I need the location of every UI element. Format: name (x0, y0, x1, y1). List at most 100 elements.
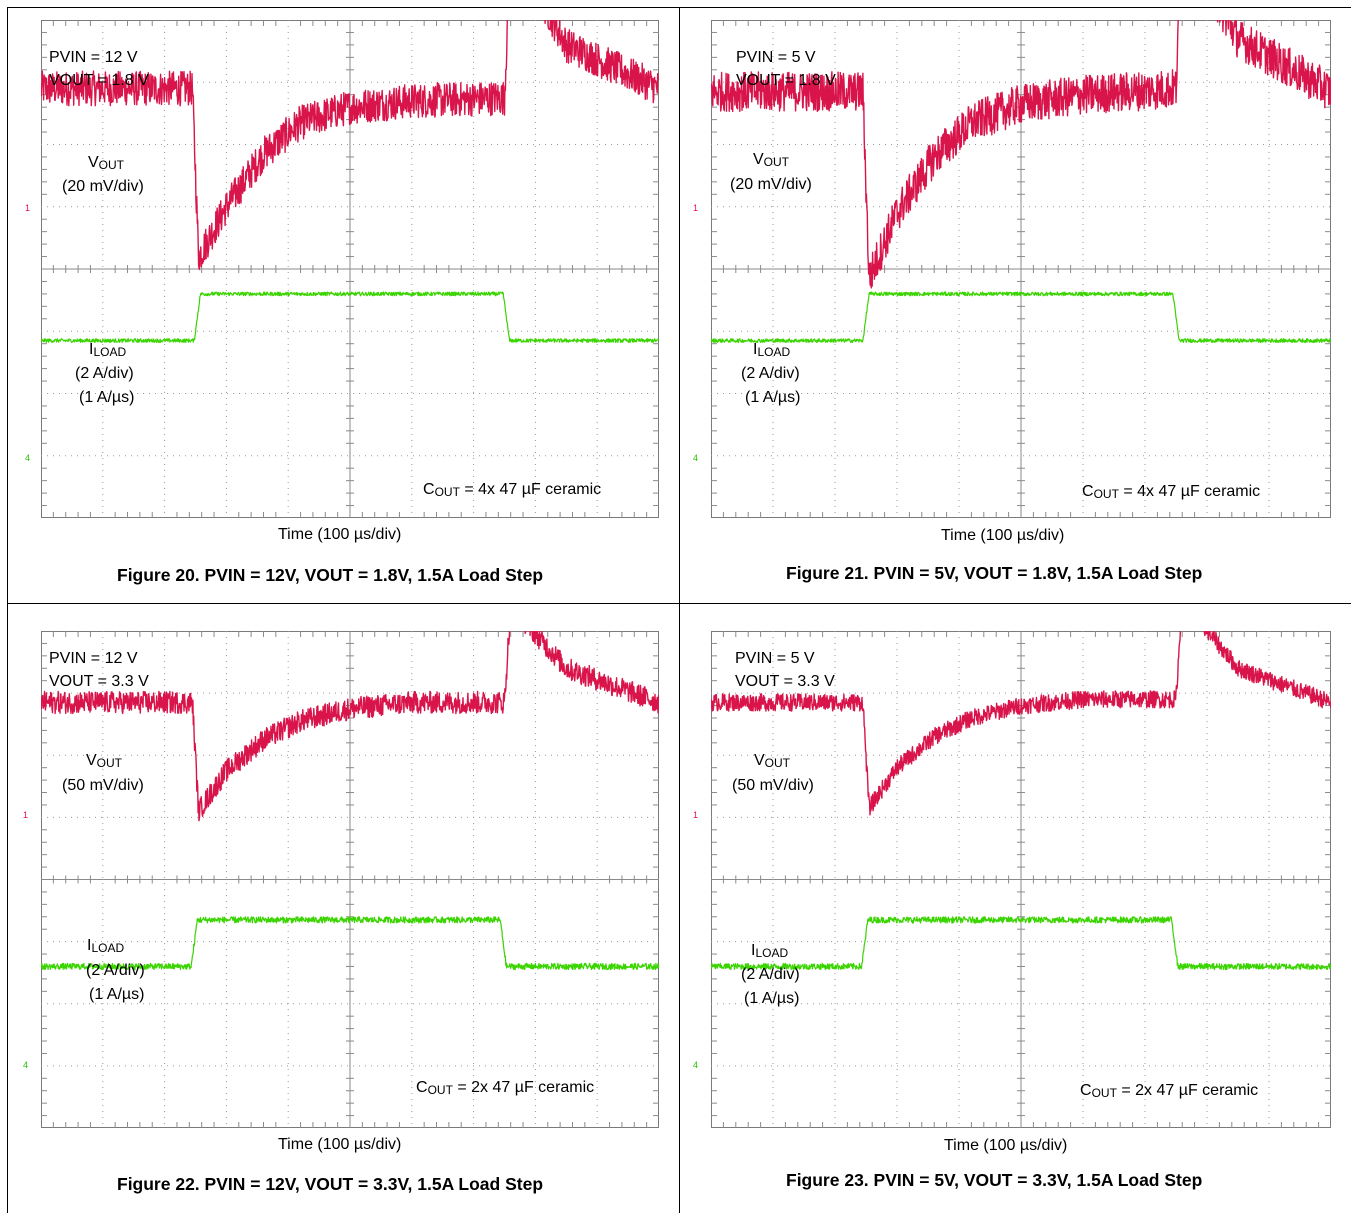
iload-scale-label: (2 A/div) (86, 962, 145, 979)
figure-21-plot (711, 20, 1331, 518)
vout-label-sub: OUT (763, 155, 790, 169)
figure-22-plot (41, 631, 659, 1128)
condition-vout: VOUT = 1.8 V (49, 72, 149, 89)
channel-4-marker: 4 (693, 453, 699, 463)
vout-label-main: V (753, 151, 764, 168)
figure-23-panel: PVIN = 5 V VOUT = 3.3 V VOUT (50 mV/div)… (679, 604, 1351, 1200)
cout-pre: C (1082, 483, 1094, 500)
iload-slew-label: (1 A/µs) (745, 389, 801, 406)
iload-series-label: ILOAD (87, 936, 124, 958)
channel-4-marker: 4 (23, 1060, 29, 1070)
iload-label-main: I (87, 937, 92, 954)
condition-pvin: PVIN = 5 V (735, 650, 815, 667)
iload-label-sub: LOAD (93, 345, 127, 359)
iload-trace (711, 916, 1331, 971)
iload-slew-label: (1 A/µs) (744, 990, 800, 1007)
iload-label-main: I (89, 341, 94, 358)
vout-trace (41, 631, 659, 822)
cout-sub: OUT (427, 1083, 453, 1097)
condition-pvin: PVIN = 12 V (49, 49, 138, 66)
graticule-grid (711, 631, 1331, 1128)
cout-sub: OUT (434, 485, 460, 499)
cout-annotation: COUT = 2x 47 µF ceramic (416, 1078, 594, 1100)
figure-20-panel: PVIN = 12 V VOUT = 1.8 V VOUT (20 mV/div… (7, 7, 679, 603)
vout-series-label: VOUT (88, 153, 124, 175)
condition-vout: VOUT = 1.8 V (736, 72, 836, 89)
figure-21-scope: PVIN = 5 V VOUT = 1.8 V VOUT (20 mV/div)… (711, 20, 1331, 518)
iload-slew-label: (1 A/µs) (79, 389, 135, 406)
channel-1-marker: 1 (693, 810, 699, 820)
cout-pre: C (1080, 1082, 1092, 1099)
cout-annotation: COUT = 4x 47 µF ceramic (423, 480, 601, 502)
condition-vout: VOUT = 3.3 V (735, 673, 835, 690)
vout-label-sub: OUT (96, 756, 123, 770)
iload-label-sub: LOAD (757, 345, 791, 359)
vout-trace (711, 20, 1331, 289)
iload-series-label: ILOAD (89, 340, 126, 362)
vout-label-sub: OUT (764, 756, 791, 770)
cout-post: = 2x 47 µF ceramic (1116, 1082, 1259, 1099)
figure-20-plot (41, 20, 659, 518)
iload-scale-label: (2 A/div) (75, 365, 134, 382)
condition-pvin: PVIN = 5 V (736, 49, 816, 66)
vout-scale-label: (20 mV/div) (730, 176, 812, 193)
x-axis-label: Time (100 µs/div) (944, 1137, 1068, 1154)
figure-22-scope: PVIN = 12 V VOUT = 3.3 V VOUT (50 mV/div… (41, 631, 659, 1128)
cout-post: = 4x 47 µF ceramic (459, 481, 602, 498)
iload-label-sub: LOAD (91, 941, 125, 955)
vout-series-label: VOUT (86, 751, 122, 773)
iload-scale-label: (2 A/div) (741, 966, 800, 983)
cout-pre: C (423, 481, 435, 498)
figure-23-scope: PVIN = 5 V VOUT = 3.3 V VOUT (50 mV/div)… (711, 631, 1331, 1128)
figure-caption: Figure 22. PVIN = 12V, VOUT = 3.3V, 1.5A… (117, 1174, 544, 1194)
vout-label-main: V (754, 752, 765, 769)
cout-post: = 2x 47 µF ceramic (452, 1079, 595, 1096)
iload-trace (711, 291, 1331, 344)
vout-series-label: VOUT (753, 150, 789, 172)
cout-annotation: COUT = 2x 47 µF ceramic (1080, 1081, 1258, 1103)
vout-trace (711, 631, 1331, 816)
figure-caption: Figure 20. PVIN = 12V, VOUT = 1.8V, 1.5A… (117, 565, 544, 585)
channel-1-marker: 1 (693, 203, 699, 213)
vout-scale-label: (50 mV/div) (62, 777, 144, 794)
figure-caption: Figure 21. PVIN = 5V, VOUT = 1.8V, 1.5A … (786, 563, 1203, 583)
iload-label-sub: LOAD (755, 946, 789, 960)
iload-trace (41, 291, 659, 343)
iload-series-label: ILOAD (753, 340, 790, 362)
cout-pre: C (416, 1079, 428, 1096)
x-axis-label: Time (100 µs/div) (278, 1136, 402, 1153)
x-axis-label: Time (100 µs/div) (278, 526, 402, 543)
vout-scale-label: (20 mV/div) (62, 178, 144, 195)
channel-1-marker: 1 (23, 810, 29, 820)
cout-post: = 4x 47 µF ceramic (1118, 483, 1261, 500)
vout-trace (41, 20, 659, 271)
vout-label-sub: OUT (98, 158, 125, 172)
figure-21-panel: PVIN = 5 V VOUT = 1.8 V VOUT (20 mV/div)… (679, 7, 1351, 603)
figure-23-plot (711, 631, 1331, 1128)
iload-trace (41, 916, 659, 971)
cout-sub: OUT (1093, 487, 1119, 501)
figure-caption: Figure 23. PVIN = 5V, VOUT = 3.3V, 1.5A … (786, 1170, 1203, 1190)
vout-label-main: V (86, 752, 97, 769)
figure-22-panel: PVIN = 12 V VOUT = 3.3 V VOUT (50 mV/div… (7, 604, 679, 1200)
figure-20-scope: PVIN = 12 V VOUT = 1.8 V VOUT (20 mV/div… (41, 20, 659, 518)
vout-scale-label: (50 mV/div) (732, 777, 814, 794)
iload-series-label: ILOAD (751, 941, 788, 963)
graticule-ticks (41, 20, 659, 518)
x-axis-label: Time (100 µs/div) (941, 527, 1065, 544)
vout-label-main: V (88, 154, 99, 171)
cout-annotation: COUT = 4x 47 µF ceramic (1082, 482, 1260, 504)
panel-divider-vertical (679, 7, 680, 1213)
condition-vout: VOUT = 3.3 V (49, 673, 149, 690)
iload-label-main: I (753, 341, 758, 358)
vout-series-label: VOUT (754, 751, 790, 773)
graticule-ticks (711, 631, 1331, 1128)
iload-scale-label: (2 A/div) (741, 365, 800, 382)
iload-label-main: I (751, 942, 756, 959)
channel-4-marker: 4 (25, 453, 31, 463)
cout-sub: OUT (1091, 1086, 1117, 1100)
condition-pvin: PVIN = 12 V (49, 650, 138, 667)
channel-4-marker: 4 (693, 1060, 699, 1070)
channel-1-marker: 1 (25, 203, 31, 213)
iload-slew-label: (1 A/µs) (89, 986, 145, 1003)
